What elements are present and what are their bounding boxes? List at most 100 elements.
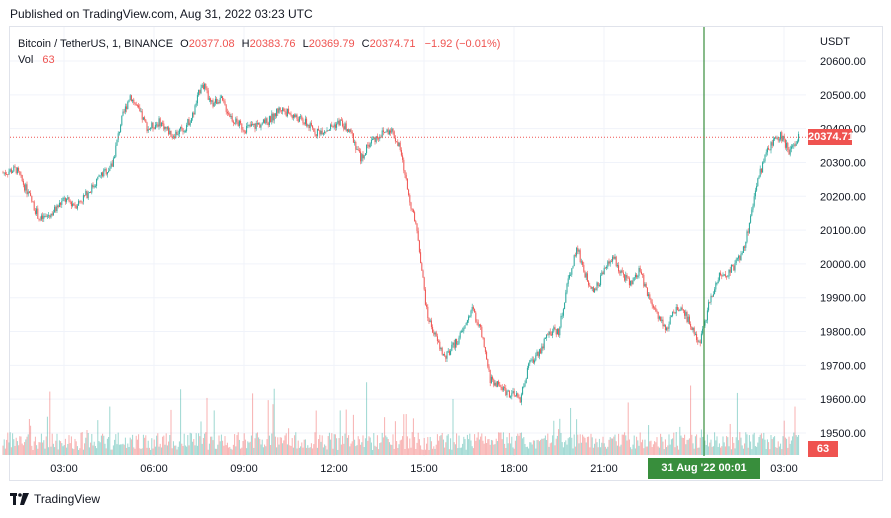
candle-body — [70, 202, 72, 206]
candle-body — [319, 130, 321, 135]
volume-bar — [6, 439, 8, 455]
volume-bar — [589, 447, 591, 455]
volume-bar — [442, 439, 444, 455]
volume-bar — [630, 447, 632, 455]
volume-bar — [258, 437, 260, 455]
candle-body — [627, 277, 629, 279]
tradingview-brand[interactable]: TradingView — [10, 492, 100, 506]
candle-body — [684, 310, 686, 316]
candle-body — [193, 112, 195, 115]
candle-body — [234, 122, 236, 124]
candle-body — [720, 272, 722, 276]
volume-bar — [70, 436, 72, 455]
candle-body — [145, 119, 147, 123]
volume-bar — [763, 432, 765, 455]
volume-bar — [372, 449, 374, 455]
candle-body — [114, 156, 116, 159]
x-tick-label: 18:00 — [500, 463, 528, 475]
volume-bar — [399, 440, 401, 455]
candle-body — [715, 283, 717, 290]
candle-body — [272, 113, 274, 121]
candle-body — [255, 123, 257, 129]
volume-bar — [634, 448, 636, 455]
volume-bar — [110, 449, 112, 455]
candle-body — [738, 255, 740, 259]
candle-body — [378, 138, 380, 140]
candle-body — [556, 328, 558, 335]
volume-bar — [579, 434, 581, 455]
volume-bar — [358, 439, 360, 455]
volume-bar — [235, 446, 237, 455]
candle-body — [528, 363, 530, 368]
candle-body — [570, 274, 572, 276]
candle-body — [686, 312, 688, 322]
candle-body — [175, 131, 177, 138]
volume-bar — [506, 437, 508, 455]
candle-body — [393, 131, 395, 139]
volume-bar — [272, 404, 274, 455]
volume-bar — [612, 438, 614, 455]
volume-bar — [712, 446, 714, 455]
candle-body — [138, 105, 140, 108]
volume-bar — [288, 428, 290, 455]
volume-bar — [100, 435, 102, 455]
volume-bar — [730, 449, 732, 455]
candle-body — [492, 376, 494, 380]
chart-frame[interactable] — [9, 26, 883, 481]
candle-body — [379, 136, 381, 139]
volume-bar — [758, 437, 760, 455]
volume-bar — [734, 448, 736, 455]
candle-body — [514, 395, 516, 397]
volume-bar — [721, 446, 723, 455]
volume-bar — [289, 445, 291, 455]
volume-bar — [277, 437, 279, 455]
candle-body — [325, 131, 327, 133]
candle-body — [645, 283, 647, 288]
candle-body — [429, 320, 431, 322]
volume-bar — [386, 437, 388, 455]
candle-body — [164, 126, 166, 130]
candle-body — [112, 158, 114, 167]
volume-bar — [158, 446, 160, 455]
candle-body — [535, 355, 537, 361]
candle-body — [166, 127, 168, 129]
volume-bar — [609, 437, 611, 455]
candle-body — [795, 143, 797, 146]
volume-bar — [445, 442, 447, 455]
volume-bar — [573, 434, 575, 455]
x-tick-label: 21:00 — [590, 463, 618, 475]
volume-bar — [10, 447, 12, 455]
candle-body — [292, 114, 294, 118]
volume-bar — [117, 432, 119, 455]
volume-bar — [435, 444, 437, 455]
candle-body — [417, 230, 419, 241]
volume-bar — [188, 445, 190, 455]
volume-bar — [160, 447, 162, 455]
candle-body — [297, 118, 299, 122]
volume-bar — [186, 446, 188, 455]
volume-bar — [669, 444, 671, 455]
volume-bar — [343, 443, 345, 455]
volume-bar — [456, 433, 458, 455]
volume-bar — [361, 442, 363, 455]
volume-bar — [788, 436, 790, 455]
volume-bar — [21, 443, 23, 455]
volume-bar — [61, 443, 63, 455]
candle-body — [704, 321, 706, 326]
candle-body — [681, 307, 683, 310]
volume-bar — [512, 447, 514, 455]
volume-bar — [165, 433, 167, 455]
volume-bar — [24, 442, 26, 455]
candle-body — [650, 299, 652, 303]
volume-bar — [591, 437, 593, 455]
candle-body — [639, 268, 641, 272]
volume-bar — [727, 437, 729, 455]
volume-bar — [673, 432, 675, 455]
volume-bar — [391, 444, 393, 455]
volume-bar — [126, 447, 128, 455]
volume-bar — [304, 439, 306, 455]
volume-bar — [424, 449, 426, 455]
candle-body — [181, 126, 183, 129]
volume-bar — [318, 439, 320, 455]
